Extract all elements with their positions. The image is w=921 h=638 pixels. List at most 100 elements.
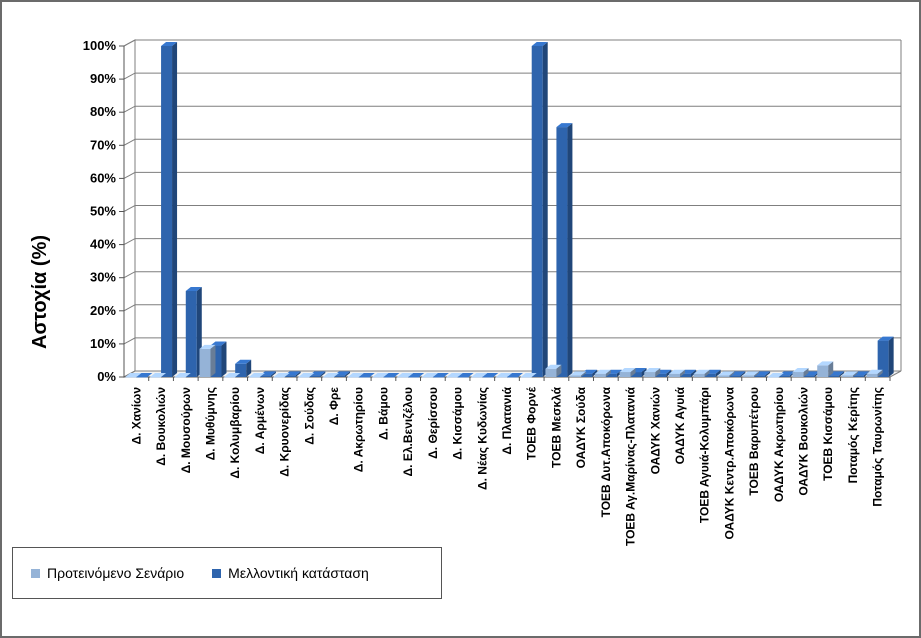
gridline [123,39,901,47]
gridlines [123,39,901,378]
bar-top-face [531,42,548,46]
bar-top-face [432,373,449,377]
bar-proposed [668,369,685,377]
bar-top-face [372,373,389,377]
legend-swatch-proposed [31,568,40,578]
gridline [123,72,901,80]
bar-top-face [457,373,474,377]
bar-top-face [161,42,178,46]
y-tick-label: 0% [97,369,116,384]
bar-front-face [471,377,483,378]
bar-side-face [345,371,351,377]
bars [125,42,894,381]
x-category-label: ΟΑΔΥΚ Αγυιά [673,386,687,464]
bar-side-face [839,371,845,377]
x-category-label: ΟΑΔΥΚ Βουκολιών [797,387,811,496]
gridline [123,205,901,212]
bar-front-face [828,375,840,377]
bar-side-face [666,369,672,377]
bar-future [556,123,573,377]
bar-top-face [235,359,252,364]
bar-future [877,336,894,377]
bar-top-face [259,371,276,376]
bar-side-face [690,369,696,377]
y-tick-label: 40% [90,237,116,252]
bar-side-face [567,123,573,377]
bar-front-face [298,377,310,378]
gridline [123,238,901,246]
bar-proposed [817,361,834,377]
bar-top-face [778,371,795,376]
bar-front-face [259,375,271,377]
x-category-label: ΤΟΕΒ Φορνέ [525,386,539,460]
bar-side-face [704,369,710,377]
gridline [123,171,901,179]
bar-side-face [210,344,216,377]
bar-front-face [729,375,741,377]
bar-top-face [185,286,202,291]
y-tick-label: 70% [90,137,116,152]
bar-top-face [210,341,227,346]
bar-top-face [556,123,573,128]
bar-proposed [619,368,636,377]
bar-top-face [421,373,438,377]
bar-side-face [605,369,611,377]
bar-side-face [729,371,735,377]
bar-front-face [767,377,779,378]
bar-front-face [778,375,790,377]
bar-side-face [630,368,636,377]
bar-proposed [693,369,710,377]
x-category-label: ΟΑΔΥΚ Σούδα [574,386,588,468]
bar-future [259,371,276,377]
bar-top-face [248,373,265,377]
bar-side-face [556,364,562,377]
bar-front-face [323,377,335,378]
bar-future [408,373,425,378]
bar-top-face [866,369,883,374]
x-category-label: Δ. Σούδας [302,387,316,445]
legend-swatch-future [212,568,222,578]
bar-front-face [605,373,617,377]
bar-front-face [817,365,829,377]
bar-side-face [221,341,227,377]
bar-front-face [496,377,507,378]
bar-top-face [125,373,142,377]
bar-top-face [358,373,375,377]
bar-top-face [397,373,414,377]
bar-side-face [270,371,276,377]
bar-future [309,371,326,377]
bar-side-face [765,371,771,377]
bar-top-face [841,371,858,376]
bar-top-face [496,373,512,377]
gridline [123,271,901,279]
bar-front-face [125,377,137,378]
bar-future [507,373,523,378]
y-tick-label: 60% [90,170,116,185]
bar-side-face [754,371,760,377]
bar-proposed [174,373,191,378]
bar-top-face [570,371,587,376]
x-category-label: ΤΟΕΒ Μεσκλά [549,386,563,468]
x-category-label: ΟΑΔΥΚ Κεντρ.Αποκόρωνα [722,386,736,539]
bar-front-face [421,377,433,378]
x-category-label: ΤΟΕΒ Κισσάμου [821,387,835,481]
y-axis-title: Αστοχία (%) [29,235,51,349]
bar-top-face [817,361,834,366]
bar-front-face [347,377,359,378]
bar-proposed [866,369,883,377]
x-category-label: Δ. Αρμένων [253,387,267,455]
legend-label-proposed: Προτεινόμενο Σενάριο [47,565,185,581]
legend-item-proposed: Προτεινόμενο Σενάριο [31,565,184,581]
x-category-label: Δ. Μουσούρων [179,387,193,474]
bar-top-face [718,371,735,376]
bar-front-face [150,377,162,378]
bar-top-face [174,373,191,377]
bar-front-face [803,375,815,377]
bar-future [210,341,227,377]
bar-top-face [644,368,661,373]
bar-future [482,373,499,378]
bar-proposed [570,371,587,377]
bar-front-face [210,345,222,377]
bar-top-face [446,373,463,377]
bar-top-face [136,373,153,377]
